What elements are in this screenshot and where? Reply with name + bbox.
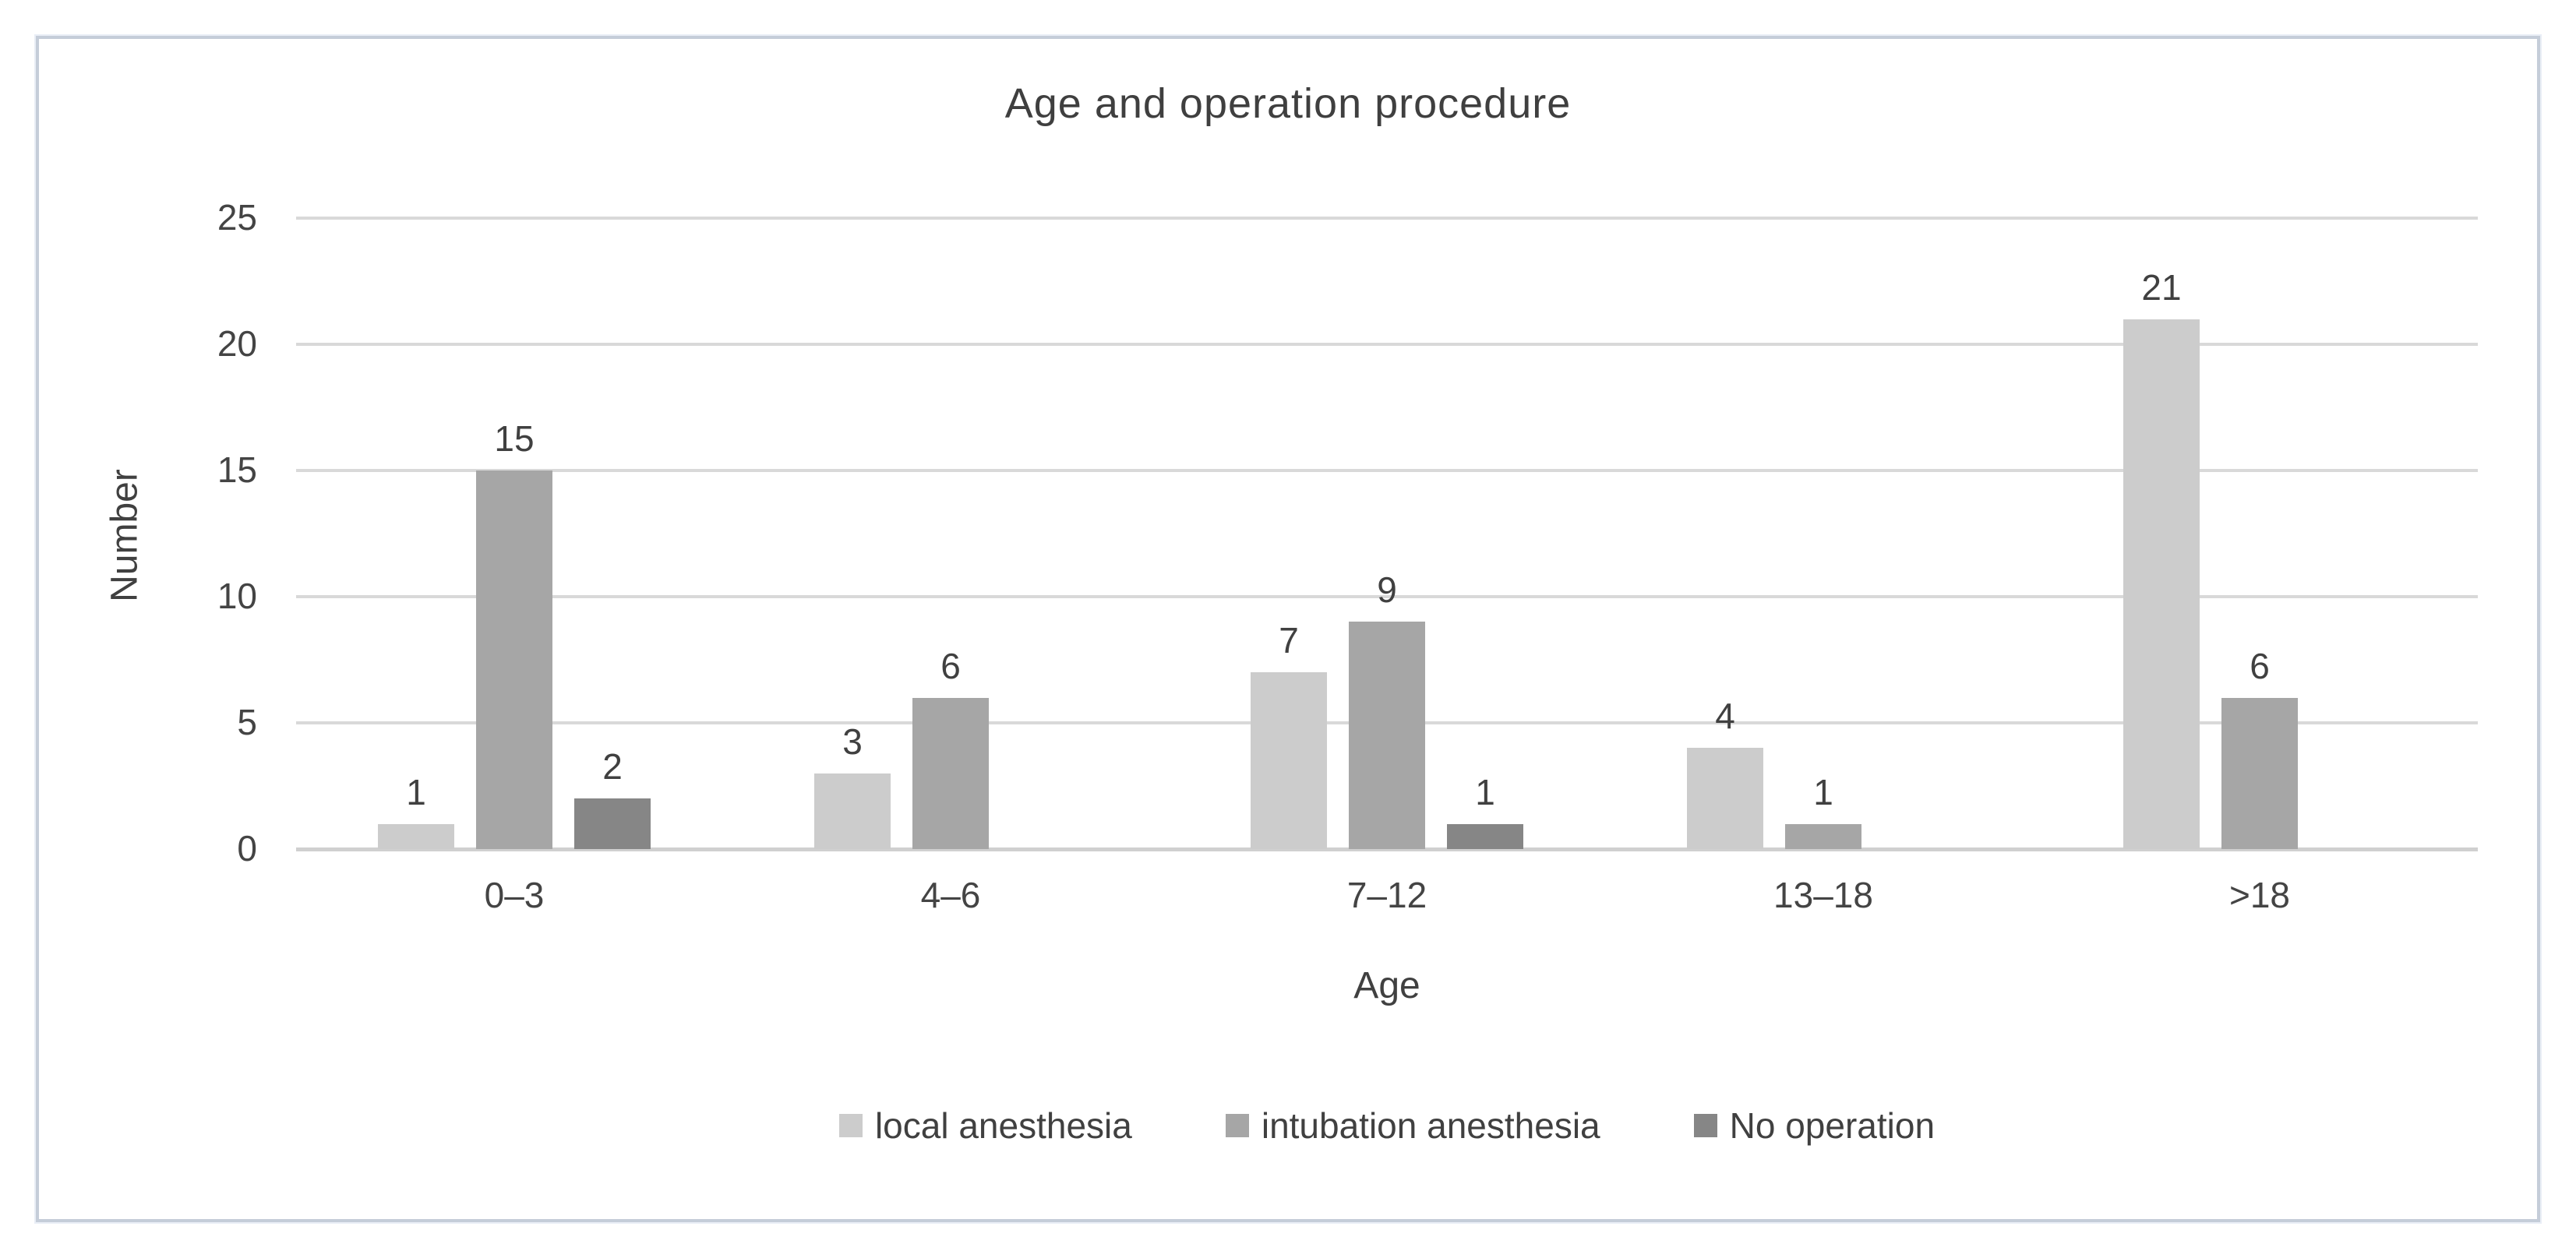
bar-intubation-anesthesia	[1349, 622, 1425, 849]
x-tick-label: 4–6	[920, 875, 981, 915]
bar-intubation-anesthesia	[476, 470, 552, 849]
x-tick-label: 7–12	[1346, 875, 1427, 915]
legend-label: No operation	[1729, 1105, 1936, 1146]
bar-no-operation	[574, 798, 651, 849]
y-tick-label: 15	[217, 449, 257, 490]
y-tick-label: 25	[217, 197, 257, 238]
bar-value-label: 2	[602, 746, 623, 788]
x-tick-label: 0–3	[484, 875, 545, 915]
bar-local-anesthesia	[378, 823, 454, 849]
bar-local-anesthesia	[1687, 748, 1763, 849]
bar-value-label: 15	[494, 418, 535, 459]
bar-value-label: 1	[406, 771, 426, 812]
legend: local anesthesia intubation anesthesia No …	[296, 1105, 2478, 1147]
bar-value-label: 6	[2250, 645, 2270, 686]
chart-frame	[36, 36, 2540, 1222]
gridline	[296, 469, 2478, 472]
bar-intubation-anesthesia	[1785, 823, 1861, 849]
x-axis-baseline	[296, 847, 2478, 851]
bar-value-label: 1	[1813, 771, 1833, 812]
gridline	[296, 217, 2478, 220]
bar-value-label: 3	[842, 721, 863, 762]
bar-value-label: 4	[1715, 696, 1735, 737]
bar-intubation-anesthesia	[912, 697, 989, 849]
bar-intubation-anesthesia	[2221, 697, 2298, 849]
y-tick-label: 0	[237, 828, 257, 869]
x-axis-title: Age	[1353, 965, 1420, 1006]
bar-value-label: 7	[1279, 620, 1299, 661]
gridline	[296, 343, 2478, 346]
x-tick-label: 13–18	[1773, 875, 1873, 915]
bar-local-anesthesia	[2123, 319, 2200, 849]
legend-swatch-icon	[1693, 1114, 1717, 1137]
bar-local-anesthesia	[814, 773, 891, 849]
bar-value-label: 1	[1475, 771, 1495, 812]
bar-local-anesthesia	[1251, 672, 1327, 849]
legend-swatch-icon	[1225, 1114, 1249, 1137]
bar-value-label: 9	[1377, 569, 1397, 611]
y-tick-label: 20	[217, 323, 257, 364]
legend-item: intubation anesthesia	[1225, 1105, 1600, 1147]
y-tick-label: 10	[217, 576, 257, 616]
chart-title: Age and operation procedure	[1004, 80, 1572, 127]
legend-swatch-icon	[838, 1114, 863, 1137]
legend-label: intubation anesthesia	[1261, 1105, 1600, 1146]
legend-item: local anesthesia	[838, 1105, 1132, 1147]
bar-value-label: 21	[2141, 266, 2182, 308]
bar-no-operation	[1447, 823, 1523, 849]
legend-label: local anesthesia	[874, 1105, 1132, 1146]
y-tick-label: 5	[237, 702, 257, 742]
x-tick-label: >18	[2228, 875, 2291, 915]
bar-value-label: 6	[940, 645, 961, 686]
legend-item: No operation	[1693, 1105, 1936, 1147]
gridline	[296, 595, 2478, 598]
